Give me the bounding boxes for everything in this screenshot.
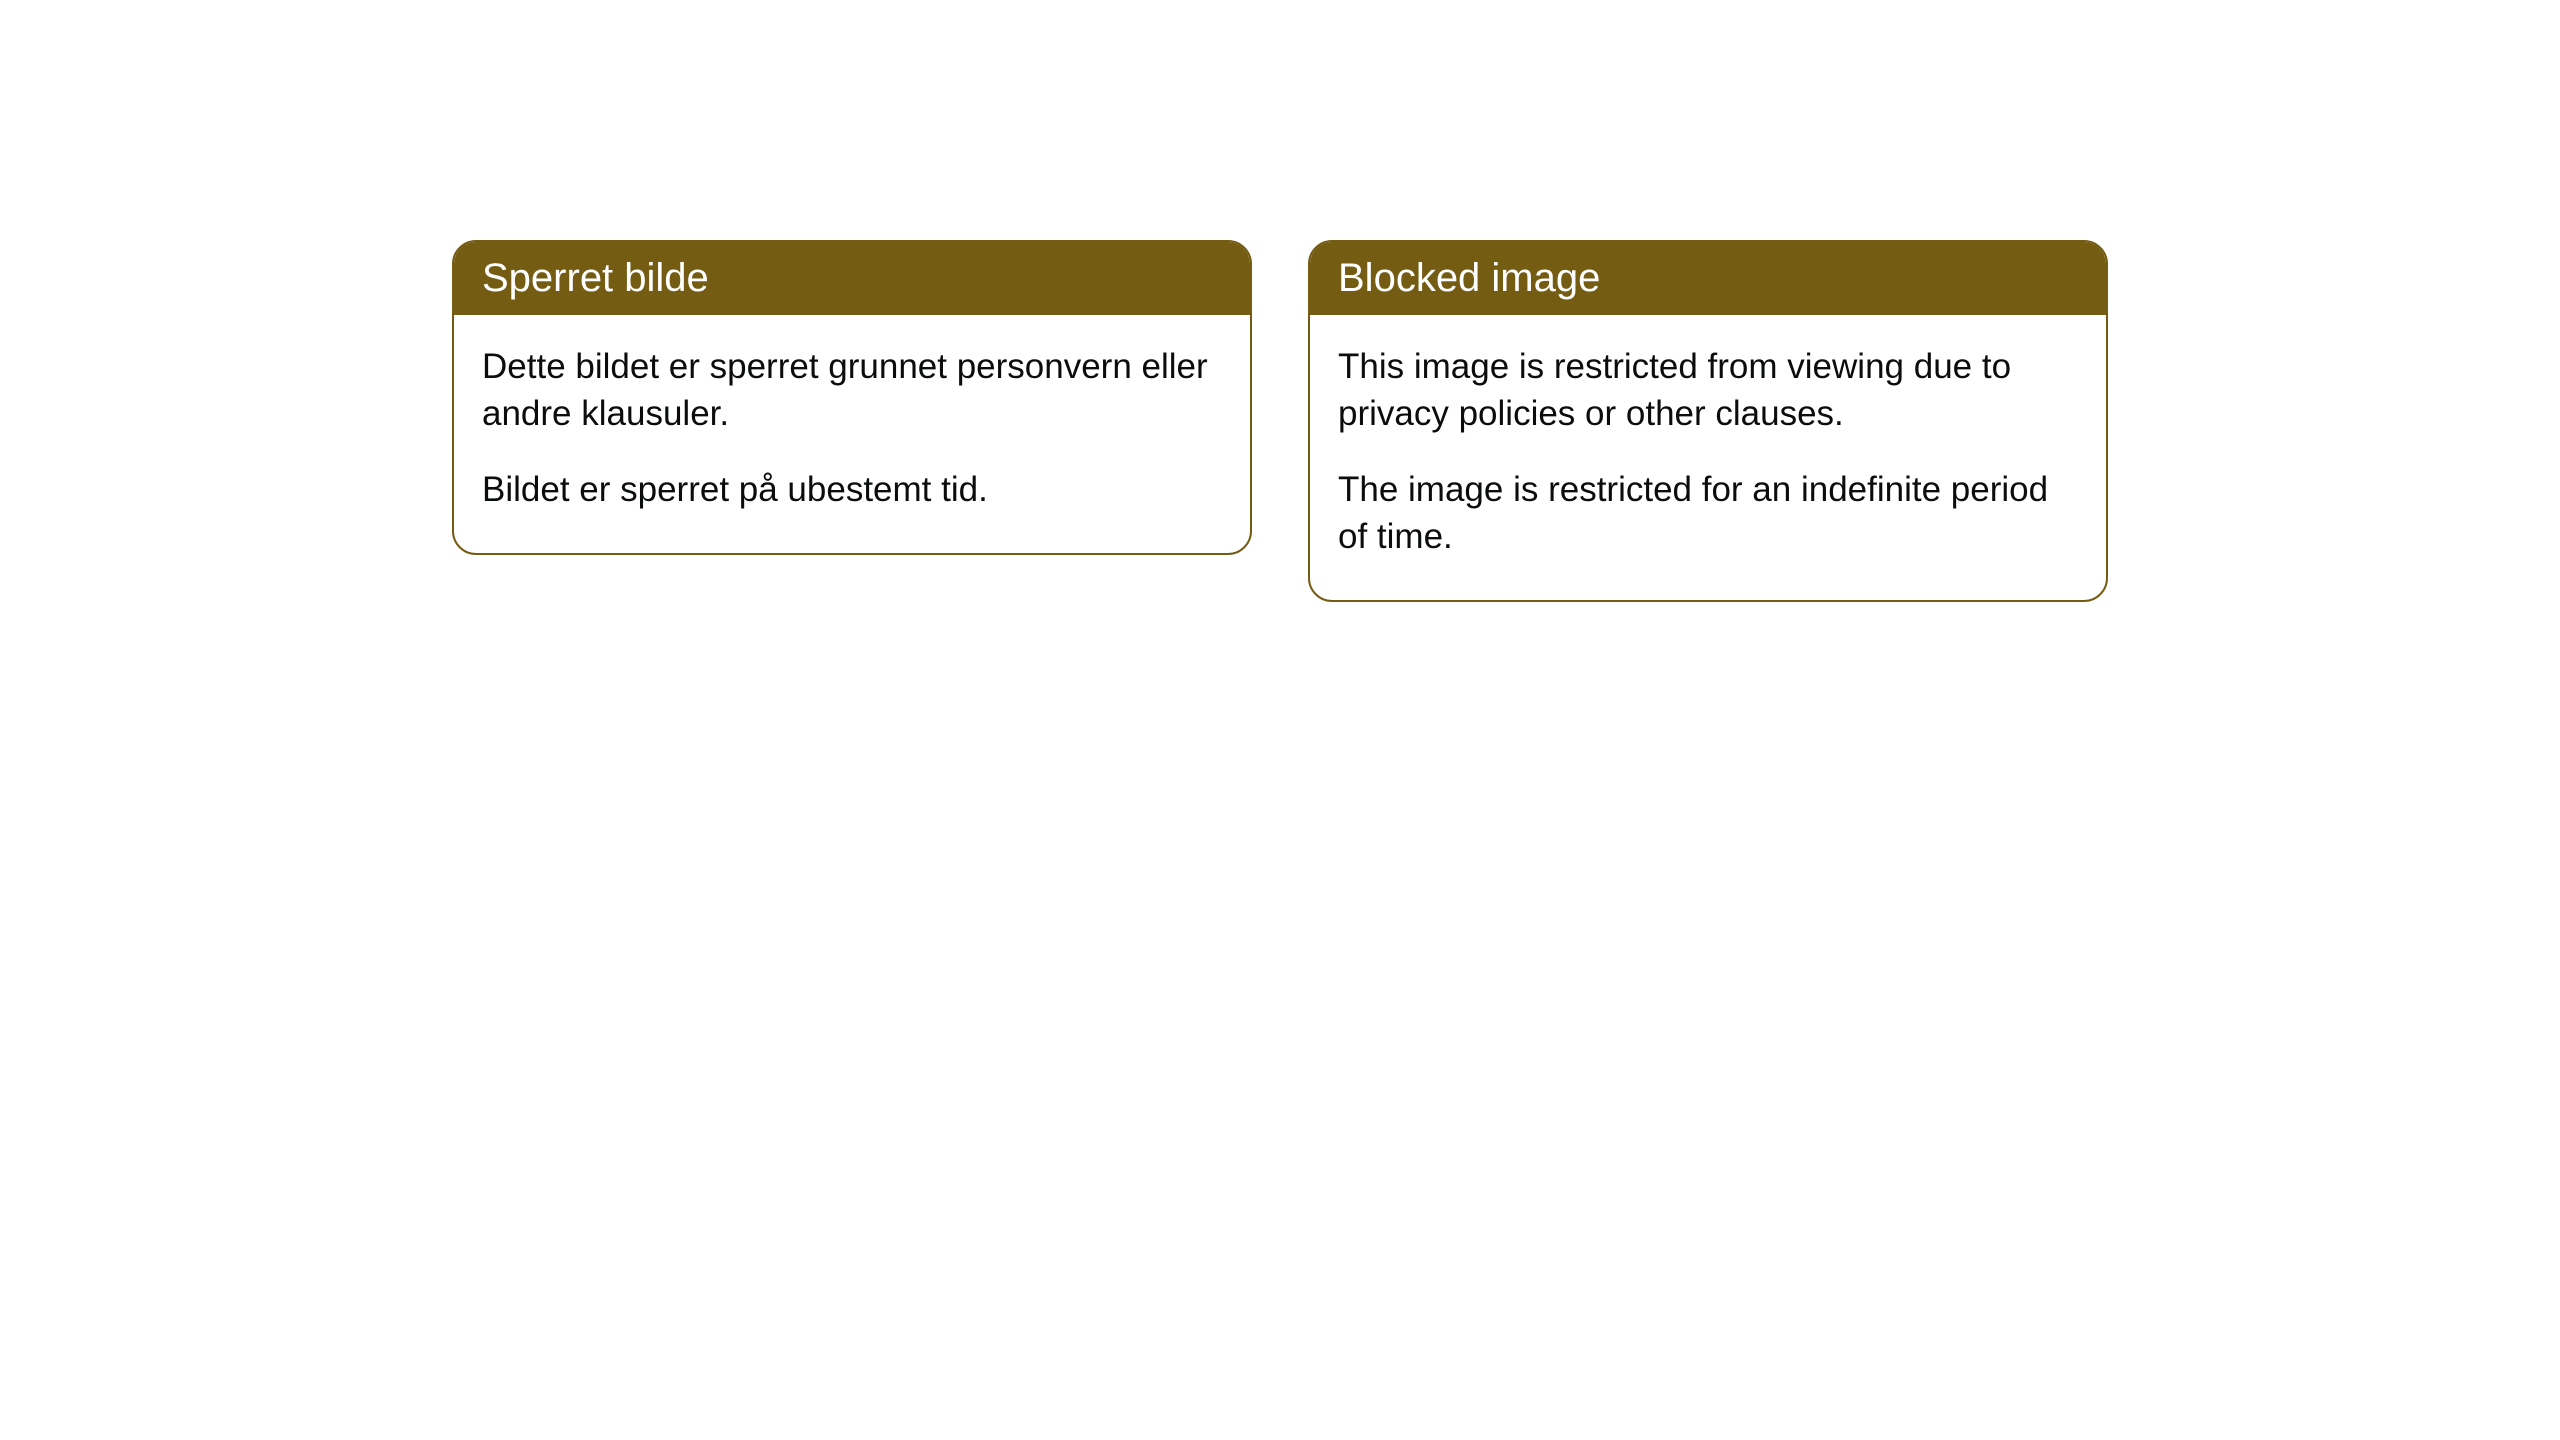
card-body-english: This image is restricted from viewing du… xyxy=(1310,315,2106,600)
cards-container: Sperret bilde Dette bildet er sperret gr… xyxy=(452,240,2108,1440)
card-header-norwegian: Sperret bilde xyxy=(454,242,1250,315)
card-norwegian: Sperret bilde Dette bildet er sperret gr… xyxy=(452,240,1252,555)
card-paragraph-1: Dette bildet er sperret grunnet personve… xyxy=(482,343,1222,438)
card-paragraph-2: Bildet er sperret på ubestemt tid. xyxy=(482,466,1222,513)
card-paragraph-1: This image is restricted from viewing du… xyxy=(1338,343,2078,438)
card-body-norwegian: Dette bildet er sperret grunnet personve… xyxy=(454,315,1250,553)
card-paragraph-2: The image is restricted for an indefinit… xyxy=(1338,466,2078,561)
card-header-english: Blocked image xyxy=(1310,242,2106,315)
card-english: Blocked image This image is restricted f… xyxy=(1308,240,2108,602)
